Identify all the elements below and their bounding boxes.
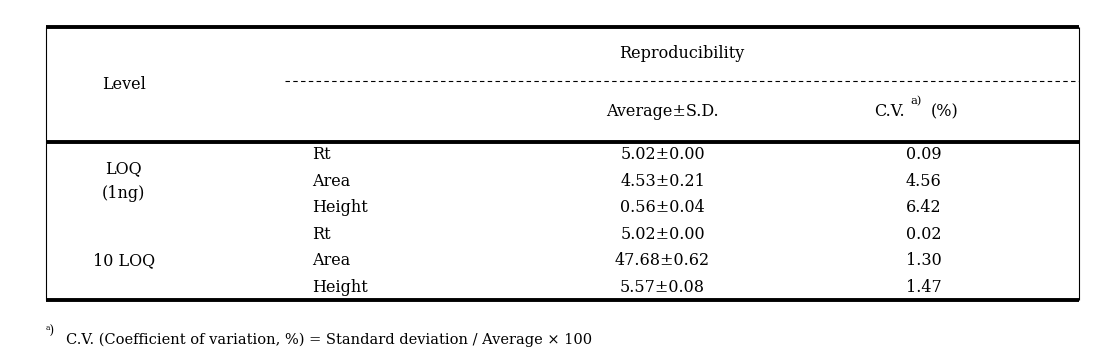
Text: 5.02±0.00: 5.02±0.00 xyxy=(620,226,705,243)
Text: 5.02±0.00: 5.02±0.00 xyxy=(620,146,705,163)
Text: 4.56: 4.56 xyxy=(906,173,941,190)
Text: C.V. (Coefficient of variation, %) = Standard deviation / Average × 100: C.V. (Coefficient of variation, %) = Sta… xyxy=(66,333,592,347)
Text: Area: Area xyxy=(313,173,351,190)
Text: Rt: Rt xyxy=(313,226,331,243)
Text: (%): (%) xyxy=(930,103,958,120)
Text: 4.53±0.21: 4.53±0.21 xyxy=(620,173,705,190)
Text: ᵃ): ᵃ) xyxy=(46,325,55,338)
Text: Average±S.D.: Average±S.D. xyxy=(606,103,719,120)
Text: 1.47: 1.47 xyxy=(906,279,941,295)
Text: Reproducibility: Reproducibility xyxy=(619,45,744,62)
Text: Rt: Rt xyxy=(313,146,331,163)
Text: 0.56±0.04: 0.56±0.04 xyxy=(620,199,705,216)
Text: Level: Level xyxy=(101,76,146,93)
Text: 10 LOQ: 10 LOQ xyxy=(92,252,155,269)
Text: Height: Height xyxy=(313,279,369,295)
Text: 0.02: 0.02 xyxy=(906,226,941,243)
Text: Area: Area xyxy=(313,252,351,269)
Text: LOQ
(1ng): LOQ (1ng) xyxy=(102,160,145,202)
Text: Height: Height xyxy=(313,199,369,216)
Text: 0.09: 0.09 xyxy=(906,146,941,163)
Text: 47.68±0.62: 47.68±0.62 xyxy=(615,252,710,269)
Text: 5.57±0.08: 5.57±0.08 xyxy=(620,279,705,295)
Text: 6.42: 6.42 xyxy=(906,199,941,216)
Text: a): a) xyxy=(910,96,921,107)
Text: C.V.: C.V. xyxy=(873,103,905,120)
Text: 1.30: 1.30 xyxy=(906,252,941,269)
